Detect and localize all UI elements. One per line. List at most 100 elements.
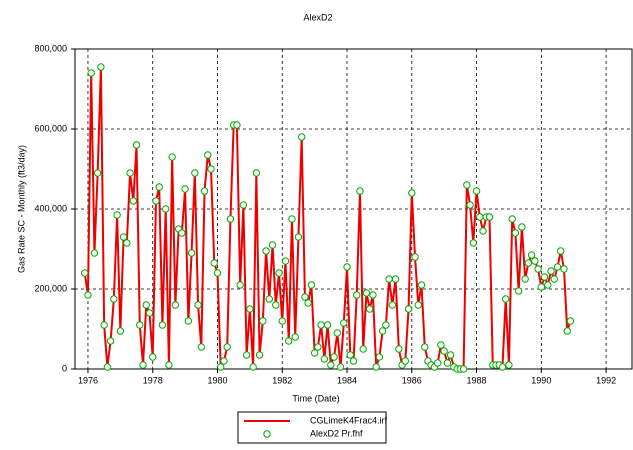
- data-point: [301, 293, 309, 301]
- data-point: [310, 349, 319, 357]
- data-point: [443, 359, 452, 367]
- data-point: [433, 359, 442, 367]
- data-point: [401, 357, 410, 365]
- data-point: [479, 227, 487, 235]
- data-point: [476, 213, 484, 221]
- data-point: [356, 187, 364, 195]
- data-point: [333, 329, 342, 337]
- data-point: [255, 351, 264, 359]
- data-point: [540, 273, 549, 281]
- data-point: [136, 321, 144, 329]
- data-point: [346, 351, 354, 359]
- data-point: [553, 263, 562, 271]
- data-point: [259, 317, 267, 325]
- data-point: [210, 259, 218, 267]
- data-point: [472, 187, 481, 195]
- data-point: [181, 185, 189, 193]
- data-point: [242, 351, 251, 359]
- data-point: [395, 345, 403, 353]
- x-tick-label: 1978: [143, 375, 163, 385]
- data-point: [459, 365, 468, 373]
- legend-marker: [263, 430, 271, 438]
- data-point: [132, 141, 141, 149]
- data-point: [563, 327, 571, 335]
- data-point: [194, 301, 202, 309]
- data-point: [349, 357, 358, 365]
- legend-label: CGLimeK4Frac4.irf: [310, 415, 388, 425]
- data-point: [544, 281, 552, 289]
- data-point: [404, 305, 413, 313]
- data-point: [365, 305, 374, 313]
- data-point: [521, 275, 529, 283]
- data-point: [191, 169, 199, 177]
- data-point: [323, 321, 332, 329]
- x-tick-label: 1988: [467, 375, 487, 385]
- data-point: [297, 133, 306, 141]
- data-point: [161, 205, 170, 213]
- data-point: [531, 257, 539, 265]
- data-point: [236, 281, 244, 289]
- data-point: [388, 301, 397, 309]
- data-point: [327, 361, 335, 369]
- data-point: [343, 263, 351, 271]
- data-point: [262, 247, 270, 255]
- data-point: [285, 337, 293, 345]
- data-point: [81, 269, 89, 277]
- data-point: [288, 215, 296, 223]
- data-point: [149, 353, 157, 361]
- data-point: [204, 151, 212, 159]
- data-point: [317, 321, 325, 329]
- data-point: [106, 337, 115, 345]
- data-point: [90, 249, 99, 257]
- data-point: [272, 301, 280, 309]
- data-point: [246, 305, 254, 313]
- data-point: [502, 295, 510, 303]
- data-point: [391, 275, 400, 283]
- data-point: [469, 239, 478, 247]
- data-point: [314, 343, 322, 351]
- data-point: [226, 215, 235, 223]
- data-point: [537, 283, 546, 291]
- x-tick-label: 1976: [78, 375, 98, 385]
- data-point: [411, 253, 419, 261]
- data-point: [207, 165, 215, 173]
- data-point: [100, 321, 108, 329]
- data-point: [534, 265, 542, 273]
- data-point: [84, 291, 92, 299]
- data-point: [557, 247, 565, 255]
- data-point: [217, 363, 225, 371]
- data-point: [103, 363, 112, 371]
- data-point: [378, 327, 387, 335]
- data-point: [498, 363, 507, 371]
- y-tick-label: 600,000: [34, 123, 67, 133]
- x-tick-label: 1980: [207, 375, 227, 385]
- data-point: [336, 363, 345, 371]
- chart-title: AlexD2: [303, 12, 332, 22]
- y-tick-label: 800,000: [34, 43, 67, 53]
- data-point: [446, 351, 455, 359]
- y-tick-label: 400,000: [34, 203, 67, 213]
- x-tick-label: 1982: [272, 375, 292, 385]
- data-point: [421, 343, 429, 351]
- data-point: [320, 355, 329, 363]
- data-point: [223, 343, 231, 351]
- data-point: [440, 347, 448, 355]
- data-point: [200, 187, 209, 195]
- data-point: [275, 269, 283, 277]
- data-point: [139, 361, 147, 369]
- data-point: [330, 353, 338, 361]
- data-point: [220, 357, 228, 365]
- data-point: [126, 169, 134, 177]
- data-point: [87, 69, 95, 77]
- y-tick-label: 0: [62, 363, 67, 373]
- data-point: [152, 197, 160, 205]
- data-point: [113, 211, 121, 219]
- data-point: [547, 267, 555, 275]
- data-point: [158, 321, 167, 329]
- data-point: [233, 121, 241, 129]
- data-point: [197, 343, 205, 351]
- data-point: [414, 301, 422, 309]
- data-point: [353, 291, 361, 299]
- data-point: [249, 363, 257, 371]
- data-point: [281, 257, 290, 265]
